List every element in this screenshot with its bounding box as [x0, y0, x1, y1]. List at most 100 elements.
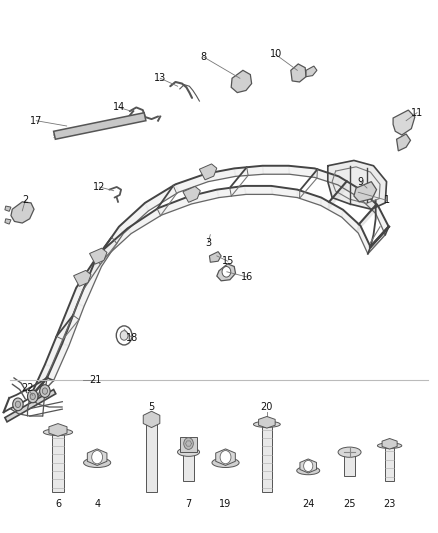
Text: 2: 2: [22, 195, 28, 205]
Text: 11: 11: [411, 108, 423, 118]
Polygon shape: [183, 187, 200, 203]
Polygon shape: [146, 423, 157, 492]
Polygon shape: [5, 390, 56, 422]
Circle shape: [92, 450, 102, 464]
Polygon shape: [53, 113, 146, 139]
Polygon shape: [76, 253, 105, 290]
Polygon shape: [217, 186, 246, 198]
Polygon shape: [231, 70, 252, 93]
Circle shape: [120, 330, 128, 340]
Polygon shape: [328, 160, 387, 209]
Circle shape: [222, 266, 231, 277]
Polygon shape: [143, 411, 160, 427]
Circle shape: [42, 388, 47, 394]
Ellipse shape: [212, 458, 239, 467]
Polygon shape: [183, 452, 194, 481]
Polygon shape: [385, 447, 394, 481]
Polygon shape: [145, 184, 179, 211]
Text: 25: 25: [343, 499, 356, 509]
Text: 14: 14: [113, 102, 125, 112]
Polygon shape: [271, 186, 297, 198]
Polygon shape: [359, 190, 378, 214]
Circle shape: [28, 390, 38, 403]
Text: 7: 7: [185, 499, 192, 509]
Polygon shape: [354, 182, 377, 202]
Polygon shape: [393, 110, 415, 135]
Polygon shape: [358, 225, 371, 254]
Text: 4: 4: [94, 499, 100, 509]
Text: 1: 1: [384, 195, 390, 205]
Polygon shape: [62, 304, 84, 346]
Text: 5: 5: [148, 402, 155, 412]
Circle shape: [184, 438, 193, 449]
Polygon shape: [99, 228, 131, 257]
Polygon shape: [328, 181, 347, 209]
Polygon shape: [180, 438, 197, 452]
Text: 21: 21: [89, 375, 101, 385]
Polygon shape: [315, 168, 339, 185]
Polygon shape: [11, 202, 34, 223]
Polygon shape: [87, 449, 107, 465]
Circle shape: [15, 401, 21, 408]
Polygon shape: [52, 433, 64, 492]
Polygon shape: [216, 449, 235, 465]
Polygon shape: [78, 261, 102, 306]
Circle shape: [13, 398, 23, 411]
Polygon shape: [321, 198, 343, 217]
Circle shape: [40, 385, 50, 398]
Text: 16: 16: [241, 272, 254, 282]
Ellipse shape: [177, 448, 200, 456]
Ellipse shape: [43, 429, 73, 435]
Text: 3: 3: [205, 238, 211, 248]
Polygon shape: [300, 459, 317, 473]
Text: 9: 9: [357, 176, 364, 187]
Polygon shape: [217, 264, 236, 281]
Polygon shape: [376, 206, 389, 235]
Polygon shape: [127, 208, 162, 233]
Ellipse shape: [297, 466, 320, 475]
Polygon shape: [342, 210, 360, 233]
Text: 18: 18: [126, 333, 138, 343]
Polygon shape: [30, 365, 51, 399]
Circle shape: [30, 393, 35, 400]
Polygon shape: [262, 166, 290, 174]
Polygon shape: [5, 219, 11, 224]
Text: 19: 19: [219, 499, 232, 509]
Text: 6: 6: [55, 499, 61, 509]
Polygon shape: [338, 176, 360, 198]
Polygon shape: [297, 190, 321, 206]
Polygon shape: [291, 64, 306, 82]
Text: 12: 12: [93, 182, 106, 192]
Polygon shape: [344, 455, 355, 476]
Ellipse shape: [254, 421, 280, 427]
Polygon shape: [306, 66, 317, 77]
Polygon shape: [199, 164, 217, 180]
Polygon shape: [60, 288, 83, 330]
Circle shape: [116, 326, 132, 345]
Polygon shape: [244, 186, 272, 195]
Ellipse shape: [378, 443, 402, 448]
Polygon shape: [258, 416, 275, 428]
Text: 10: 10: [269, 50, 282, 59]
Polygon shape: [95, 227, 123, 266]
Polygon shape: [206, 168, 236, 182]
Polygon shape: [119, 203, 148, 233]
Circle shape: [220, 450, 231, 464]
Polygon shape: [89, 248, 107, 264]
Text: 15: 15: [222, 256, 234, 266]
Polygon shape: [49, 424, 67, 437]
Polygon shape: [261, 425, 272, 492]
Polygon shape: [357, 204, 377, 232]
Text: 22: 22: [21, 383, 34, 393]
Polygon shape: [5, 206, 11, 212]
Circle shape: [304, 461, 313, 472]
Polygon shape: [158, 197, 191, 215]
Text: 20: 20: [261, 402, 273, 412]
Text: 24: 24: [302, 499, 314, 509]
Polygon shape: [176, 174, 208, 192]
Ellipse shape: [84, 458, 111, 467]
Polygon shape: [47, 343, 69, 381]
Polygon shape: [382, 439, 397, 449]
Text: 17: 17: [30, 116, 42, 126]
Polygon shape: [396, 134, 410, 151]
